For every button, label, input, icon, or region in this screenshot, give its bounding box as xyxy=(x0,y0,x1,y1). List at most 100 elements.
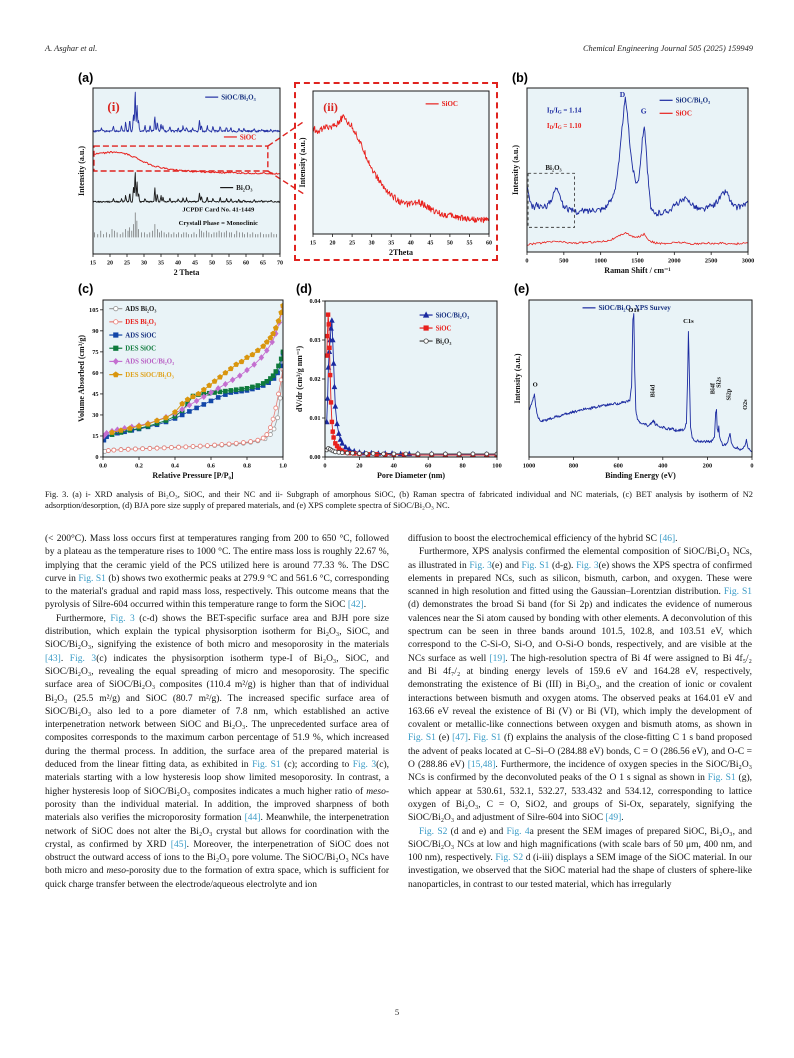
paragraph: (< 200°C). Mass loss occurs first at tem… xyxy=(45,534,389,611)
xps-survey-chart: 1000 800 600 400 200 0 Binding Energy (eV) Inte… xyxy=(513,299,754,480)
ref-link[interactable]: [49] xyxy=(605,813,622,824)
ref-link[interactable]: Fig. S1 xyxy=(723,587,752,598)
svg-text:1.0: 1.0 xyxy=(279,463,287,470)
running-author: A. Asghar et al. xyxy=(45,44,98,53)
ref-link[interactable]: Fig. S1 xyxy=(707,773,736,784)
svg-text:DES SiOC: DES SiOC xyxy=(125,346,156,353)
ref-link[interactable]: [47] xyxy=(452,733,468,744)
svg-text:1000: 1000 xyxy=(594,258,607,265)
svg-text:SiOC/Bi₂O₃: SiOC/Bi₂O₃ xyxy=(221,93,256,101)
svg-text:45: 45 xyxy=(92,391,98,398)
ref-link[interactable]: [44] xyxy=(244,813,261,824)
figure3-row-1: (a) 15 20 25 30 35 40 45 50 55 60 65 70 2 Theta Inten… xyxy=(76,71,760,280)
svg-text:3000: 3000 xyxy=(742,258,755,265)
svg-text:ADS SiOC/Bi₂O₃: ADS SiOC/Bi₂O₃ xyxy=(125,359,174,366)
svg-text:Pore Diameter (nm): Pore Diameter (nm) xyxy=(377,471,445,480)
svg-text:30: 30 xyxy=(369,241,375,247)
figure3-panel-d: (d) 0 20 40 60 80 100 0.00 0.01 0.02 0.03 0.04 Pore… xyxy=(294,282,504,485)
text-column-left: (< 200°C). Mass loss occurs first at tem… xyxy=(45,533,389,892)
svg-text:0.8: 0.8 xyxy=(243,463,251,470)
svg-text:Intensity (a.u.): Intensity (a.u.) xyxy=(511,145,520,195)
svg-text:C1s: C1s xyxy=(683,318,694,325)
ref-link[interactable]: [19] xyxy=(489,653,506,664)
svg-text:200: 200 xyxy=(703,463,712,470)
ref-link[interactable]: Fig. 4 xyxy=(506,826,530,837)
svg-text:Bi₂O₃: Bi₂O₃ xyxy=(236,184,252,192)
svg-text:25: 25 xyxy=(124,261,130,267)
ref-link[interactable]: Fig. 3 xyxy=(576,560,599,571)
svg-text:400: 400 xyxy=(658,463,667,470)
svg-text:0.03: 0.03 xyxy=(309,337,320,344)
svg-text:55: 55 xyxy=(466,241,472,247)
svg-text:Bi4f: Bi4f xyxy=(710,382,717,394)
svg-text:0: 0 xyxy=(750,463,753,470)
svg-text:Volume Absorbed (cm³/g): Volume Absorbed (cm³/g) xyxy=(77,335,86,422)
pore-size-chart: 0 20 40 60 80 100 0.00 0.01 0.02 0.03 0.04 Pore Dia… xyxy=(295,298,502,480)
figure3-row-2: (c) 0.0 0.2 0.4 0.6 0.8 1.0 0 15 30 45 60 75 90 105 Re… xyxy=(76,282,760,485)
svg-text:75: 75 xyxy=(92,349,98,356)
panel-c-letter: (c) xyxy=(78,282,94,296)
ref-link[interactable]: Fig. S1 xyxy=(408,733,436,744)
ref-link[interactable]: Fig. S1 xyxy=(521,560,550,571)
xrd-chart: 15 20 25 30 35 40 45 50 55 60 65 70 2 Theta Intensity… xyxy=(77,87,305,277)
svg-text:Bi₂O₃: Bi₂O₃ xyxy=(436,338,452,345)
ref-link[interactable]: Fig. S2 xyxy=(495,853,524,864)
svg-text:ID/IG = 1.14: ID/IG = 1.14 xyxy=(547,107,582,116)
svg-text:O: O xyxy=(533,381,538,388)
ref-link[interactable]: Fig. 3 xyxy=(469,560,492,571)
svg-text:90: 90 xyxy=(92,328,98,335)
svg-text:SiOC/Bi₂O₃: SiOC/Bi₂O₃ xyxy=(436,312,470,319)
ref-link[interactable]: [43] xyxy=(45,653,61,664)
ref-link[interactable]: [15,48] xyxy=(467,760,496,771)
raman-chart: 0 500 1000 1500 2000 2500 3000 Raman Shift / cm… xyxy=(511,87,755,275)
svg-text:0.0: 0.0 xyxy=(99,463,107,470)
ref-link[interactable]: [46] xyxy=(659,534,676,544)
text-column-right: diffusion to boost the electrochemical e… xyxy=(408,533,752,892)
svg-text:SiOC: SiOC xyxy=(442,100,458,108)
ref-link[interactable]: Fig. S1 xyxy=(78,573,106,584)
svg-text:0.4: 0.4 xyxy=(171,463,180,470)
svg-text:40: 40 xyxy=(408,241,414,247)
svg-text:Intensity (a.u.): Intensity (a.u.) xyxy=(513,353,522,403)
svg-text:0: 0 xyxy=(95,454,98,461)
page-header: A. Asghar et al. Chemical Engineering Jo… xyxy=(45,44,753,53)
svg-text:55: 55 xyxy=(226,261,232,267)
ref-link[interactable]: Fig. S1 xyxy=(252,760,281,771)
svg-text:dV/dr (cm³/g nm⁻¹): dV/dr (cm³/g nm⁻¹) xyxy=(295,346,304,413)
ref-link[interactable]: Fig. S2 xyxy=(419,826,448,837)
svg-text:50: 50 xyxy=(209,261,215,267)
figure3-panel-a-ii: 15 20 25 30 35 40 45 50 55 60 2Theta Intensity (a.u… xyxy=(294,82,498,261)
svg-text:JCPDF Card No. 41-1449: JCPDF Card No. 41-1449 xyxy=(182,207,255,214)
svg-text:2500: 2500 xyxy=(705,258,718,265)
paragraph: diffusion to boost the electrochemical e… xyxy=(408,534,678,544)
svg-text:65: 65 xyxy=(260,261,266,267)
svg-text:2Theta: 2Theta xyxy=(389,248,413,257)
svg-text:ADS SiOC: ADS SiOC xyxy=(125,332,156,339)
svg-text:600: 600 xyxy=(613,463,622,470)
svg-text:15: 15 xyxy=(92,433,98,440)
svg-text:20: 20 xyxy=(107,261,113,267)
svg-text:G: G xyxy=(641,106,647,115)
ref-link[interactable]: Fig. 3 xyxy=(110,613,135,624)
ref-link[interactable]: Fig. 3 xyxy=(69,653,97,664)
svg-text:SiOC: SiOC xyxy=(436,325,452,332)
svg-text:45: 45 xyxy=(427,241,433,247)
svg-text:2 Theta: 2 Theta xyxy=(174,268,200,277)
svg-text:60: 60 xyxy=(92,370,98,377)
ref-link[interactable]: [42] xyxy=(347,600,364,611)
svg-text:ID/IG = 1.10: ID/IG = 1.10 xyxy=(547,122,582,131)
ref-link[interactable]: Fig. 3 xyxy=(352,760,377,771)
svg-text:SiOC/Bi₂O₃ XPS Survey: SiOC/Bi₂O₃ XPS Survey xyxy=(599,304,672,312)
bet-isotherm-chart: 0.0 0.2 0.4 0.6 0.8 1.0 0 15 30 45 60 75 90 105 Relati… xyxy=(77,299,287,480)
svg-text:0.04: 0.04 xyxy=(309,298,321,305)
svg-text:20: 20 xyxy=(330,241,336,247)
ref-link[interactable]: [45] xyxy=(170,839,187,850)
ref-link[interactable]: Fig. S1 xyxy=(473,733,502,744)
svg-text:SiOC/Bi₂O₃: SiOC/Bi₂O₃ xyxy=(676,97,711,105)
svg-text:0.6: 0.6 xyxy=(207,463,215,470)
svg-text:ADS Bi₂O₃: ADS Bi₂O₃ xyxy=(125,306,156,313)
svg-text:70: 70 xyxy=(277,261,283,267)
figure3-panel-b: (b) 0 500 1000 1500 2000 2500 3000 Raman Shift … xyxy=(510,71,756,280)
svg-text:Crystall Phase = Monoclinic: Crystall Phase = Monoclinic xyxy=(179,220,258,227)
